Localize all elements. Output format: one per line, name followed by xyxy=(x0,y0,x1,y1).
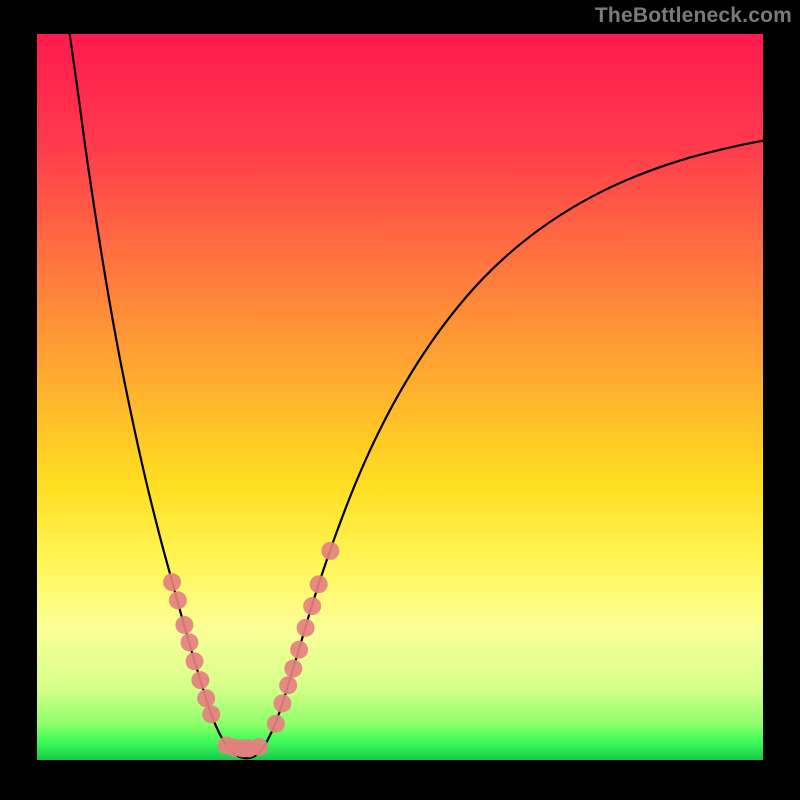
series-point xyxy=(297,619,315,637)
series-point xyxy=(163,573,181,591)
series-point xyxy=(197,689,215,707)
plot-background xyxy=(37,34,763,760)
series-point xyxy=(175,616,193,634)
series-point xyxy=(310,575,328,593)
series-point xyxy=(169,591,187,609)
series-point xyxy=(273,694,291,712)
series-point xyxy=(279,676,297,694)
root-container: TheBottleneck.com xyxy=(0,0,800,800)
watermark-text: TheBottleneck.com xyxy=(595,4,792,28)
series-point xyxy=(186,652,204,670)
series-point xyxy=(191,671,209,689)
bottleneck-chart xyxy=(0,0,800,800)
series-point xyxy=(321,542,339,560)
series-point xyxy=(202,705,220,723)
series-point xyxy=(290,641,308,659)
series-point xyxy=(267,715,285,733)
series-point xyxy=(180,633,198,651)
series-point xyxy=(303,597,321,615)
series-point xyxy=(250,738,268,756)
series-point xyxy=(284,660,302,678)
